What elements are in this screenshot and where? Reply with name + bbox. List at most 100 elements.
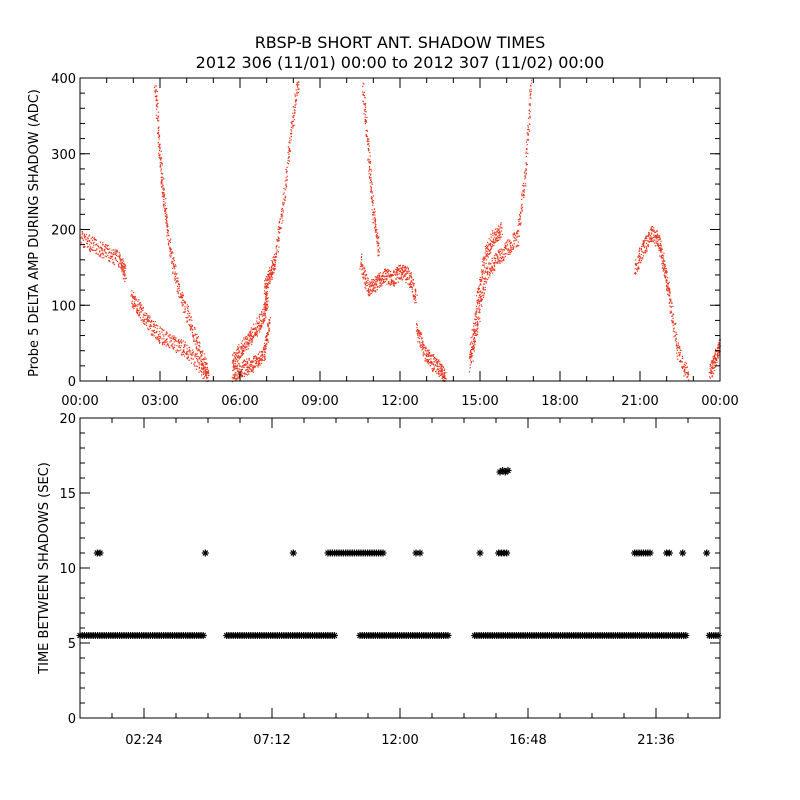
data-point <box>250 334 252 336</box>
data-point <box>501 261 503 263</box>
data-point <box>113 262 115 264</box>
data-point <box>89 247 91 249</box>
data-point <box>476 290 479 292</box>
data-point <box>664 265 666 267</box>
data-point <box>421 344 423 346</box>
data-point <box>100 248 103 250</box>
data-point <box>206 378 208 380</box>
data-point <box>529 111 531 113</box>
data-point <box>239 346 241 348</box>
data-point <box>475 318 477 321</box>
data-point <box>709 377 711 379</box>
data-point <box>363 274 365 276</box>
data-point <box>171 260 173 262</box>
data-point <box>196 337 199 339</box>
data-point <box>373 279 375 281</box>
data-point <box>382 280 384 282</box>
data-point <box>507 251 509 253</box>
data-point <box>634 263 636 265</box>
data-point <box>247 371 249 373</box>
data-point <box>488 263 490 265</box>
data-point <box>679 345 681 348</box>
data-point <box>168 235 170 237</box>
data-point <box>288 147 290 149</box>
data-point <box>364 274 366 276</box>
data-point <box>402 278 404 280</box>
data-point <box>662 257 664 259</box>
data-point <box>369 159 371 161</box>
data-point <box>502 256 504 258</box>
data-point <box>504 467 512 474</box>
data-point <box>495 262 497 264</box>
data-point <box>366 282 368 284</box>
data-point <box>174 275 176 278</box>
data-point <box>438 375 440 377</box>
data-point <box>174 264 176 266</box>
data-point <box>507 249 509 251</box>
data-point <box>496 262 498 264</box>
data-point <box>174 344 176 346</box>
data-point <box>714 359 716 361</box>
data-point <box>166 207 168 209</box>
data-point <box>131 293 133 295</box>
data-point <box>657 233 659 235</box>
data-point <box>480 284 482 286</box>
data-point <box>488 243 490 245</box>
data-point <box>274 259 276 261</box>
data-point <box>252 358 255 360</box>
data-point <box>258 327 260 329</box>
data-point <box>232 364 235 366</box>
data-point <box>468 371 471 373</box>
data-point <box>444 372 446 374</box>
data-point <box>131 295 133 297</box>
data-point <box>495 233 497 236</box>
data-point <box>198 362 200 364</box>
data-point <box>247 333 250 335</box>
data-point <box>444 632 452 639</box>
data-point <box>237 377 239 379</box>
data-point <box>176 290 178 292</box>
data-point <box>184 302 187 304</box>
data-point <box>480 300 482 302</box>
data-point <box>133 292 135 294</box>
data-point <box>387 269 389 271</box>
data-point <box>375 235 377 237</box>
data-point <box>529 103 531 105</box>
data-point <box>413 295 415 297</box>
data-point <box>182 293 184 295</box>
data-point <box>248 370 250 373</box>
data-point <box>470 353 472 355</box>
data-point <box>247 362 249 364</box>
data-point <box>528 113 530 115</box>
data-point <box>365 288 367 290</box>
data-point <box>280 216 282 218</box>
data-point <box>642 251 644 253</box>
data-point <box>429 352 431 354</box>
data-point <box>162 177 164 179</box>
data-point <box>264 314 266 316</box>
data-point <box>438 373 440 375</box>
data-point <box>672 315 674 317</box>
data-point <box>374 276 376 278</box>
data-point <box>100 253 102 255</box>
top-series-points <box>80 79 721 383</box>
data-point <box>369 177 371 179</box>
data-point <box>711 366 713 368</box>
data-point <box>472 333 474 335</box>
data-point <box>478 291 480 294</box>
data-point <box>473 350 475 352</box>
data-point <box>265 299 267 301</box>
data-point <box>150 333 152 335</box>
data-point <box>477 323 479 325</box>
data-point <box>379 549 387 557</box>
data-point <box>266 291 268 293</box>
data-point <box>483 296 485 298</box>
data-point <box>184 345 186 347</box>
data-point <box>267 270 269 272</box>
data-point <box>490 242 492 245</box>
data-point <box>374 228 376 230</box>
data-point <box>262 348 265 350</box>
data-point <box>169 337 171 339</box>
data-point <box>470 355 472 357</box>
data-point <box>93 238 95 241</box>
